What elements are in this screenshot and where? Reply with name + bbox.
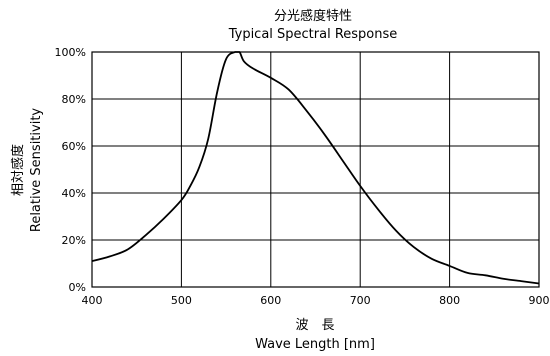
grid <box>92 52 539 287</box>
chart-title: 分光感度特性 <box>274 8 352 24</box>
x-axis-label-ja: 波 長 <box>295 318 334 333</box>
y-tick-label: 0% <box>69 281 86 294</box>
y-axis-ticks: 0% 20% 40% 60% 80% 100% <box>55 46 86 294</box>
x-tick-label: 500 <box>171 294 192 307</box>
x-tick-label: 800 <box>439 294 460 307</box>
y-tick-label: 40% <box>62 187 86 200</box>
chart-subtitle: Typical Spectral Response <box>228 27 398 42</box>
series-line-relative-sensitivity <box>91 51 540 285</box>
y-axis-label-ja: 相対感度 <box>10 144 26 196</box>
x-tick-label: 700 <box>350 294 371 307</box>
x-tick-label: 600 <box>260 294 281 307</box>
x-axis-label: Wave Length [nm] <box>255 337 375 352</box>
x-tick-label: 900 <box>529 294 550 307</box>
plot-frame <box>91 51 540 288</box>
y-tick-label: 20% <box>62 234 86 247</box>
y-tick-label: 80% <box>62 93 86 106</box>
x-tick-label: 400 <box>82 294 103 307</box>
y-tick-label: 60% <box>62 140 86 153</box>
x-axis-ticks: 400 500 600 700 800 900 <box>82 294 550 307</box>
y-tick-label: 100% <box>55 46 86 59</box>
y-axis-label: Relative Sensitivity <box>29 108 44 233</box>
